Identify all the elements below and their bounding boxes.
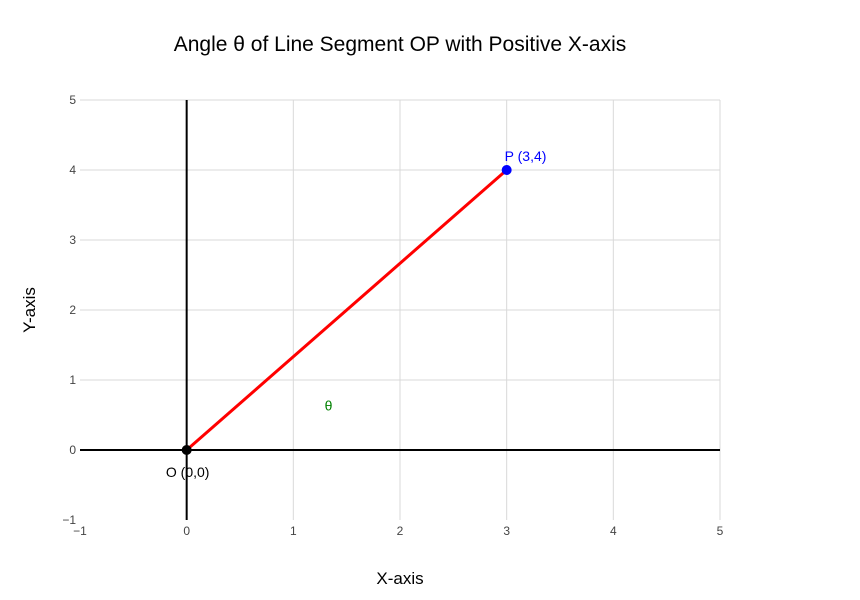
series — [185, 168, 508, 452]
y-tick-label: 3 — [69, 233, 76, 247]
point-o — [181, 445, 192, 455]
point-p — [501, 165, 512, 175]
y-tick-label: 1 — [69, 373, 76, 387]
chart-title: Angle θ of Line Segment OP with Positive… — [174, 33, 627, 56]
grid — [80, 99, 721, 520]
y-tick-label: 4 — [69, 163, 76, 177]
x-tick-label: 2 — [397, 524, 404, 538]
line-segment-op — [185, 168, 508, 452]
x-tick-label: 0 — [183, 524, 190, 538]
x-tick-label: 5 — [717, 524, 724, 538]
y-tick-label: 0 — [69, 443, 76, 457]
annotations: θ — [325, 398, 333, 414]
y-tick-label: 2 — [69, 303, 76, 317]
y-tick-label: 5 — [69, 93, 76, 107]
x-tick-label: 3 — [503, 524, 510, 538]
point-o-label: O (0,0) — [166, 464, 210, 480]
y-tick-label: −1 — [62, 513, 76, 527]
points: O (0,0) P (3,4) — [166, 148, 547, 480]
x-axis-title: X-axis — [376, 569, 423, 588]
y-axis-title: Y-axis — [20, 287, 39, 333]
tick-labels: −1 0 1 2 3 4 5 −1 0 1 2 3 4 5 — [62, 93, 723, 538]
theta-annotation: θ — [325, 398, 333, 414]
point-p-label: P (3,4) — [505, 148, 547, 164]
x-tick-label: 4 — [610, 524, 617, 538]
x-tick-label: −1 — [73, 524, 87, 538]
x-tick-label: 1 — [290, 524, 297, 538]
